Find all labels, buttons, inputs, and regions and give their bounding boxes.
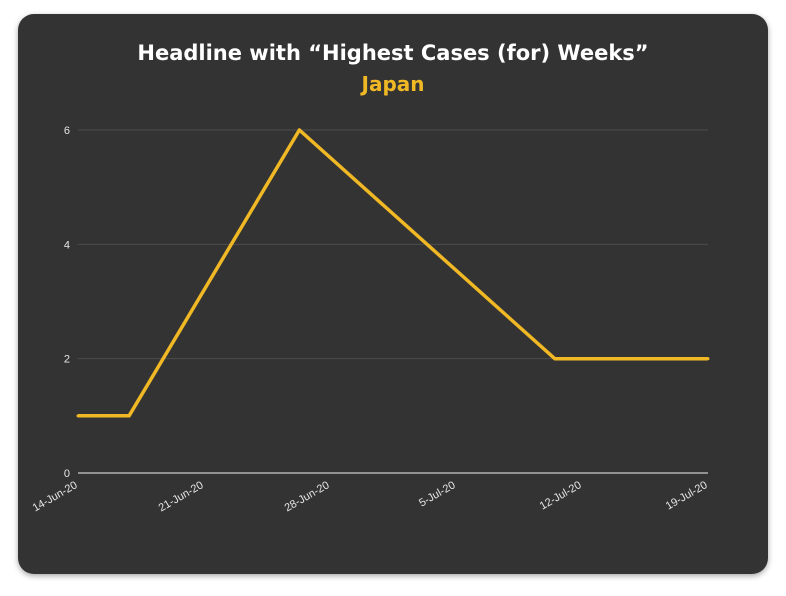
x-tick-label: 5-Jul-20 — [417, 479, 457, 509]
data-point — [553, 357, 557, 361]
x-axis-tick-labels: 14-Jun-20 21-Jun-20 28-Jun-20 5-Jul-20 12-Ju… — [31, 479, 710, 514]
y-tick-label: 6 — [64, 125, 70, 137]
data-point — [706, 357, 710, 361]
data-point — [297, 128, 301, 132]
x-tick-label: 21-Jun-20 — [157, 479, 206, 514]
series-layer — [76, 128, 710, 418]
y-tick-label: 2 — [64, 354, 70, 366]
y-axis-tick-labels: 0 2 4 6 — [64, 125, 70, 480]
x-tick-label: 14-Jun-20 — [31, 479, 80, 514]
data-point — [127, 414, 131, 418]
x-tick-label: 19-Jul-20 — [664, 479, 710, 512]
chart-title: Headline with “Highest Cases (for) Weeks… — [137, 41, 649, 65]
x-tick-label: 28-Jun-20 — [283, 479, 332, 514]
chart-subtitle: Japan — [361, 72, 425, 96]
series-line — [78, 128, 708, 418]
data-point — [76, 414, 80, 418]
y-tick-label: 0 — [64, 468, 70, 480]
gridlines — [78, 129, 708, 474]
x-tick-label: 12-Jul-20 — [538, 479, 584, 512]
y-tick-label: 4 — [64, 239, 70, 251]
chart-card — [18, 14, 768, 574]
